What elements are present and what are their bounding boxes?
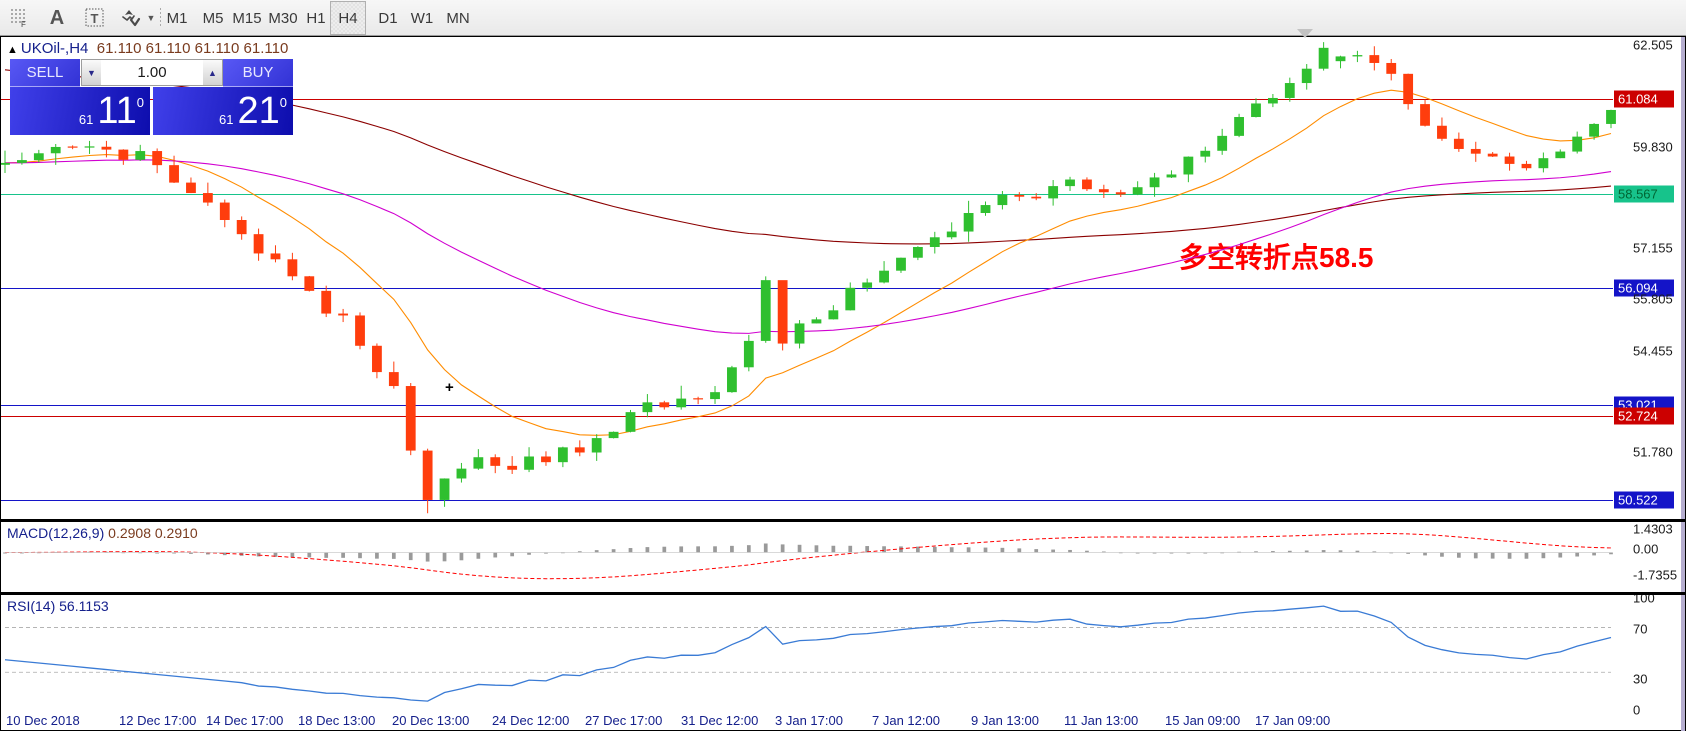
svg-text:F: F [21,20,26,28]
svg-text:T: T [91,11,99,26]
